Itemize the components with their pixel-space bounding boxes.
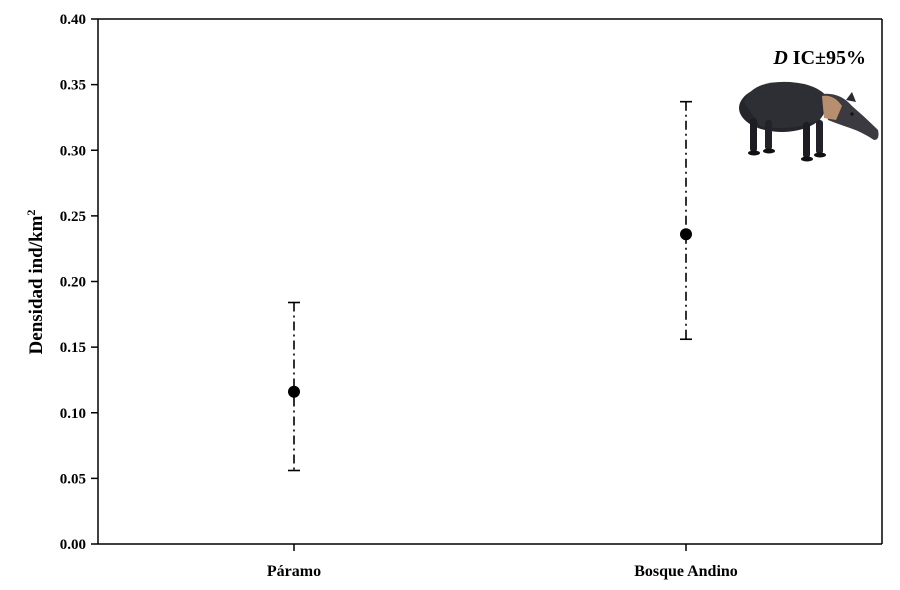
y-tick-label: 0.35 xyxy=(60,78,86,94)
data-marks xyxy=(288,100,692,472)
y-ticks: 0.00 0.05 0.10 0.15 0.20 0.25 0.30 0.35 0.40 xyxy=(60,12,98,553)
y-tick-label: 0.10 xyxy=(60,406,86,422)
data-point xyxy=(680,228,692,241)
data-point xyxy=(288,385,300,398)
legend-label: D IC±95% xyxy=(772,47,866,69)
y-tick-label: 0.00 xyxy=(60,537,86,553)
x-ticks: Páramo Bosque Andino xyxy=(267,544,738,580)
x-tick-label: Bosque Andino xyxy=(634,563,738,580)
x-tick-label: Páramo xyxy=(267,563,321,580)
tapir-illustration xyxy=(739,81,879,162)
y-axis-title-superscript: 2 xyxy=(24,210,38,216)
y-tick-label: 0.25 xyxy=(60,209,86,225)
y-tick-label: 0.05 xyxy=(60,471,86,487)
y-tick-label: 0.30 xyxy=(60,143,86,159)
y-axis-title-text: Densidad ind/km xyxy=(26,215,47,354)
y-tick-label: 0.15 xyxy=(60,340,86,356)
legend-text: IC±95% xyxy=(788,47,866,69)
legend-symbol: D xyxy=(772,47,787,69)
y-tick-label: 0.40 xyxy=(60,12,86,28)
y-axis-title: Densidad ind/km2 xyxy=(24,210,47,355)
y-tick-label: 0.20 xyxy=(60,275,86,291)
